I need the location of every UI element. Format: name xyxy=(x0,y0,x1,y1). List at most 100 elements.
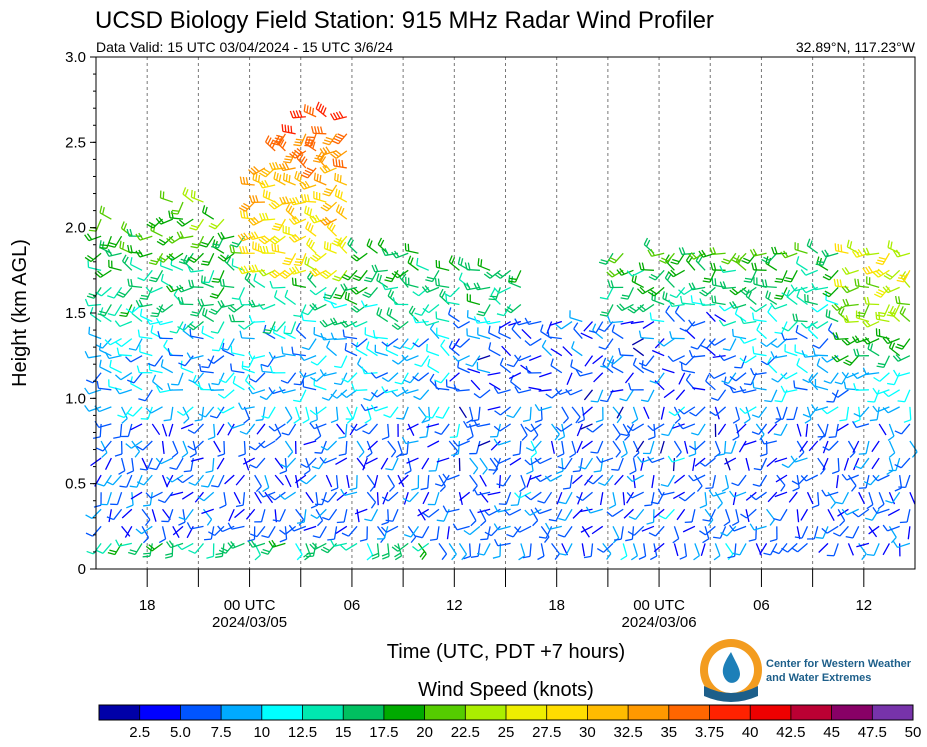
wind-barb xyxy=(786,406,798,421)
wind-barb xyxy=(514,525,532,533)
wind-barb xyxy=(452,355,470,362)
wind-barb xyxy=(796,526,801,540)
wind-barb xyxy=(832,332,849,341)
wind-barb xyxy=(104,351,122,360)
wind-barb xyxy=(99,359,112,374)
wind-barb xyxy=(121,508,133,519)
wind-barb xyxy=(522,543,532,559)
wind-barb xyxy=(657,488,675,496)
wind-barb xyxy=(679,321,696,332)
wind-barb xyxy=(821,525,839,534)
wind-barb xyxy=(163,406,174,422)
wind-barb xyxy=(156,303,174,313)
wind-barb xyxy=(323,241,337,254)
wind-barb xyxy=(739,386,757,394)
wind-barb xyxy=(660,406,665,420)
wind-barb xyxy=(262,321,276,335)
wind-barb xyxy=(721,474,730,492)
wind-barb xyxy=(506,406,522,419)
wind-barb xyxy=(332,269,348,282)
wind-barb xyxy=(882,543,890,556)
chart-subtitle-right: 32.89°N, 117.23°W xyxy=(796,39,916,55)
wind-barb xyxy=(841,285,859,294)
wind-barb xyxy=(488,287,501,301)
wind-barb xyxy=(293,133,307,147)
wind-barb xyxy=(514,386,532,394)
wind-barb xyxy=(288,233,307,243)
wind-barb xyxy=(583,474,594,486)
wind-barb xyxy=(96,380,112,391)
wind-barb xyxy=(261,526,276,539)
wind-barb xyxy=(653,542,665,553)
wind-barb xyxy=(469,508,477,527)
wind-barb xyxy=(300,167,317,179)
wind-barb xyxy=(620,423,635,437)
wind-barb xyxy=(340,320,358,328)
wind-barb xyxy=(259,212,276,221)
wind-barb xyxy=(319,369,337,377)
colorbar-label: 7.5 xyxy=(211,724,232,741)
wind-barb xyxy=(635,440,645,453)
wind-barb xyxy=(503,508,522,516)
wind-barb xyxy=(259,389,276,401)
wind-barb xyxy=(863,296,880,306)
wind-barb xyxy=(882,406,900,414)
colorbar-label: 27.5 xyxy=(532,724,561,741)
wind-barb xyxy=(445,379,460,391)
wind-barb xyxy=(638,262,654,271)
wind-barb xyxy=(340,542,358,551)
wind-barb xyxy=(97,474,112,487)
wind-barb xyxy=(711,295,726,306)
wind-barb xyxy=(403,492,409,505)
wind-barb xyxy=(303,525,317,531)
wind-barb xyxy=(821,249,839,258)
wind-barb xyxy=(856,304,870,318)
colorbar-label: 40 xyxy=(742,724,759,741)
colorbar-swatch xyxy=(180,705,222,720)
wind-barb xyxy=(853,383,869,391)
wind-barb xyxy=(282,172,296,186)
wind-barb xyxy=(800,474,819,482)
wind-barb xyxy=(104,457,112,470)
wind-barb xyxy=(385,342,399,357)
wind-barb xyxy=(131,440,141,458)
wind-barb xyxy=(116,347,132,357)
wind-barb xyxy=(411,475,420,491)
wind-barb xyxy=(705,474,717,490)
wind-barb xyxy=(227,423,235,436)
wind-barb xyxy=(211,338,225,352)
wind-barb xyxy=(539,372,552,378)
wind-barb xyxy=(817,423,825,441)
wind-barb xyxy=(555,458,564,475)
wind-barb xyxy=(674,305,686,322)
wind-barb xyxy=(636,456,655,464)
wind-barb xyxy=(556,491,563,505)
wind-barb xyxy=(392,297,409,306)
wind-barb xyxy=(167,382,184,391)
wind-barb xyxy=(121,525,131,537)
wind-barb xyxy=(208,525,225,537)
wind-barb xyxy=(770,351,788,359)
wind-barb xyxy=(213,440,221,453)
wind-barb xyxy=(413,389,430,401)
wind-barb xyxy=(651,475,655,489)
wind-barb xyxy=(414,355,430,368)
wind-barb xyxy=(699,338,716,349)
wind-barb xyxy=(718,319,737,327)
wind-barb xyxy=(136,474,153,486)
wind-barb xyxy=(319,216,337,226)
wind-barb xyxy=(166,284,184,293)
wind-barb xyxy=(440,339,450,357)
wind-barb xyxy=(856,542,870,548)
wind-barb xyxy=(791,474,808,486)
wind-barb xyxy=(743,440,757,446)
wind-barb xyxy=(592,323,604,340)
wind-barb xyxy=(907,526,911,540)
wind-barb xyxy=(370,404,388,412)
wind-barb xyxy=(767,356,778,374)
wind-barb xyxy=(301,313,317,323)
wind-barb xyxy=(555,320,573,330)
wind-barb xyxy=(313,172,327,186)
wind-barb xyxy=(293,389,307,403)
wind-barb xyxy=(201,325,215,340)
